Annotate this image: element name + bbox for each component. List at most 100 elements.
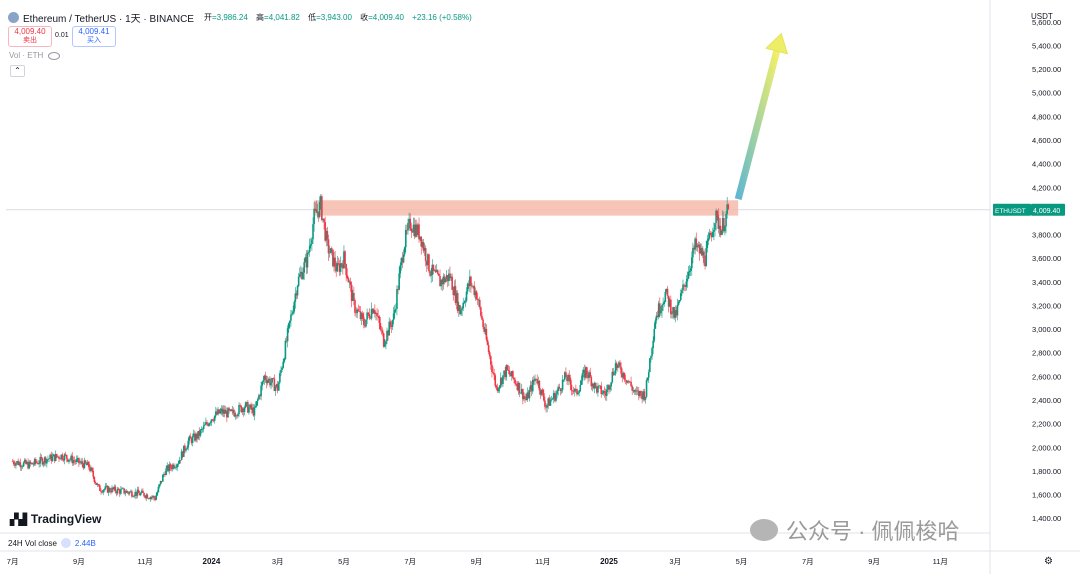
candle-body xyxy=(62,459,65,461)
candle xyxy=(665,288,668,294)
candle-body xyxy=(578,391,580,393)
candle xyxy=(360,312,363,326)
candle-body xyxy=(554,393,556,401)
candle-body xyxy=(43,457,46,463)
candle xyxy=(552,389,555,404)
candle xyxy=(387,329,389,341)
candle-body xyxy=(407,222,409,231)
candle xyxy=(201,427,204,433)
candle xyxy=(655,311,658,324)
candle xyxy=(454,279,457,306)
vol24-indicator[interactable]: 24H Vol close 2.44B xyxy=(8,538,96,548)
candle-body xyxy=(311,239,313,244)
candle-body xyxy=(476,299,479,301)
candle-body xyxy=(317,211,320,217)
candle-body xyxy=(231,409,234,411)
candle xyxy=(572,386,575,394)
candle xyxy=(692,242,694,264)
y-tick-label: 3,000.00 xyxy=(1032,325,1061,334)
candle-body xyxy=(450,276,452,279)
candle-body xyxy=(303,262,305,273)
candle-body xyxy=(259,395,261,397)
candle xyxy=(252,404,255,417)
candle xyxy=(430,267,432,283)
candle-body xyxy=(163,473,165,476)
candle xyxy=(60,454,63,461)
candle xyxy=(717,208,720,234)
candle xyxy=(180,448,183,461)
candle-body xyxy=(596,386,598,393)
candle-body xyxy=(564,372,566,380)
candle-body xyxy=(111,487,113,493)
candle xyxy=(120,485,122,496)
candle-body xyxy=(250,404,252,410)
currency-selector[interactable]: USDT xyxy=(1031,12,1053,21)
buy-button[interactable]: 4,009.41 买入 xyxy=(72,26,116,47)
candle-body xyxy=(69,459,71,461)
candle-body xyxy=(306,252,309,268)
candle xyxy=(475,290,478,301)
candle-body xyxy=(115,491,118,494)
candle-body xyxy=(105,485,108,487)
candle xyxy=(358,305,361,313)
price-axis[interactable]: 1,400.00 1,600.00 1,800.00 2,000.00 2,200.00… xyxy=(1032,18,1061,523)
candle-body xyxy=(295,293,298,296)
candle xyxy=(211,419,214,422)
candle-body xyxy=(428,254,430,272)
settings-gear-icon[interactable]: ⚙ xyxy=(1044,556,1053,567)
candle xyxy=(716,210,719,221)
candle-body xyxy=(157,486,160,493)
candle-body xyxy=(615,363,618,368)
candle-body xyxy=(283,358,286,362)
sell-button[interactable]: 4,009.40 卖出 xyxy=(8,26,52,47)
y-tick-label: 2,000.00 xyxy=(1032,443,1061,452)
candle xyxy=(662,297,664,311)
candle xyxy=(96,482,99,487)
candle xyxy=(266,375,269,386)
candle-body xyxy=(727,204,730,209)
candle xyxy=(726,197,728,219)
candle-body xyxy=(536,379,539,384)
candle xyxy=(571,390,574,396)
candle xyxy=(419,236,421,241)
trend-arrow xyxy=(734,32,789,200)
candle xyxy=(462,297,465,312)
candle-body xyxy=(612,371,615,375)
candle-body xyxy=(456,293,459,311)
candle-body xyxy=(712,231,714,238)
candle-body xyxy=(277,382,280,391)
candle-body xyxy=(101,491,103,493)
candle-body xyxy=(319,196,322,202)
time-axis[interactable]: 7月 9月 11月 2024 3月 5月 7月 9月 11月 2025 3月 5月 7月 9月 11月 xyxy=(7,557,948,566)
candle xyxy=(435,264,438,273)
candle-body xyxy=(124,492,127,494)
candle-body xyxy=(486,339,489,345)
candle xyxy=(523,392,525,402)
candle xyxy=(497,387,500,393)
candle xyxy=(86,459,89,466)
candle-body xyxy=(273,378,276,391)
candle xyxy=(388,317,391,336)
volume-indicator-row[interactable]: Vol · ETH xyxy=(9,51,61,60)
candle xyxy=(569,374,572,390)
eye-icon[interactable] xyxy=(48,51,61,60)
candle xyxy=(31,462,34,465)
x-tick-label: 11月 xyxy=(138,557,153,566)
candle-body xyxy=(266,380,269,384)
candle xyxy=(112,487,114,492)
candle xyxy=(160,480,163,484)
candle xyxy=(402,249,405,264)
candle-body xyxy=(25,459,27,464)
symbol-title[interactable]: Ethereum / TetherUS · 1天 · BINANCE xyxy=(23,14,194,25)
candle-body xyxy=(693,247,695,250)
candle xyxy=(683,283,685,292)
candle-body xyxy=(556,391,558,395)
candle xyxy=(332,249,334,268)
candle-body xyxy=(501,377,503,385)
candle xyxy=(633,389,636,395)
candle-body xyxy=(190,438,193,443)
candle xyxy=(159,480,162,486)
candle xyxy=(118,488,121,497)
collapse-chevron-up-icon[interactable]: ⌃ xyxy=(10,65,25,77)
